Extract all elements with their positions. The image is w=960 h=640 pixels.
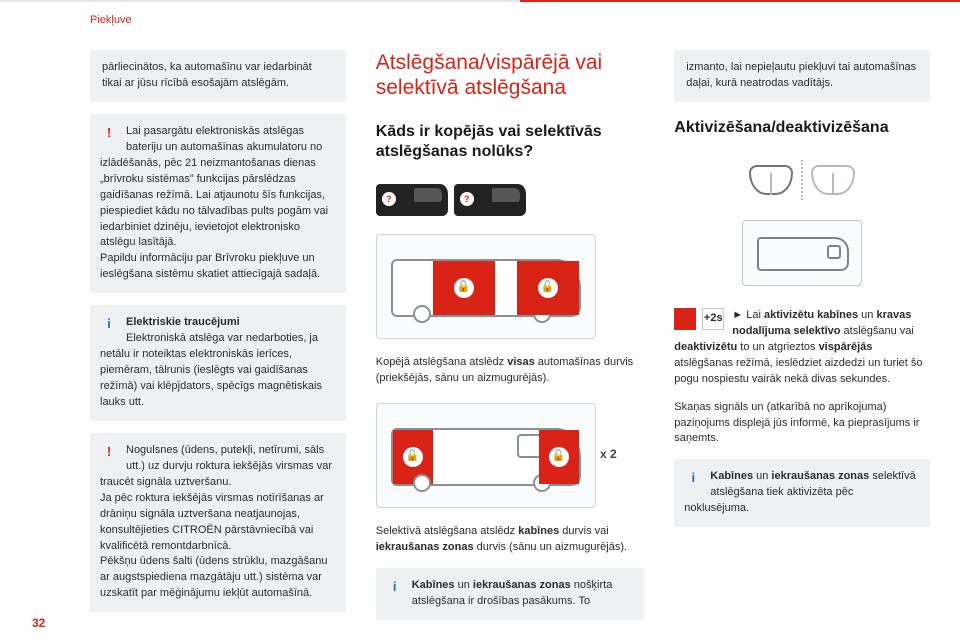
warning-text: Lai pasargātu elektroniskās atslēgas bat… (100, 125, 328, 280)
t: un (753, 470, 771, 482)
t: durvis (sānu un aizmugurējās). (474, 541, 627, 553)
page-number: 32 (32, 616, 45, 630)
t: to un atgrieztos (737, 341, 818, 353)
badge-row: +2s (674, 308, 724, 330)
info-box-default: i Kabīnes un iekraušanas zonas selektīvā… (674, 459, 930, 527)
van-outline: 🔓 🔓 (391, 259, 581, 317)
warning-icon: ! (100, 443, 118, 461)
section-heading: Atslēgšana/vispārējā vai selektīvā atslē… (376, 50, 645, 100)
unlock-icon: 🔓 (549, 447, 569, 467)
van-thumb-1: ? (376, 184, 448, 216)
x2-label: x 2 (600, 446, 617, 463)
t: izmanto, lai nepieļautu piekļuvi tai aut… (686, 61, 916, 89)
breadcrumb: Piekļuve (90, 14, 132, 26)
van-panel-cab: 🔓 (539, 430, 579, 484)
warning-box-deposits: ! Nogulsnes (ūdens, putekļi, netīrumi, s… (90, 433, 346, 612)
van-outline: 🔓 🔓 (391, 428, 581, 486)
info-icon: i (386, 578, 404, 596)
subsection-heading: Kāds ir kopējās vai selektīvās atslēgšan… (376, 122, 645, 162)
column-3: izmanto, lai nepieļautu piekļuvi tai aut… (674, 50, 930, 620)
t: visas (507, 356, 535, 368)
van-panel-rear: 🔓 (393, 430, 433, 484)
t: Kopējā atslēgšana atslēdz (376, 356, 507, 368)
t: iekraušanas zonas (473, 579, 571, 591)
diagram-caption-total: Kopējā atslēgšana atslēdz visas automašī… (376, 355, 645, 387)
column-1: pārliecinātos, ka automašīnu var iedarbi… (90, 50, 346, 620)
info-text: Elektroniskā atslēga var nedarboties, ja… (100, 332, 322, 408)
unlock-icon: 🔓 (538, 278, 558, 298)
van-diagram-selective: x 2 🔓 🔓 (376, 403, 596, 508)
help-dot-icon: ? (460, 192, 474, 206)
diagram-caption-selective: Selektīvā atslēgšana atslēdz kabīnes dur… (376, 524, 645, 556)
info-title: Elektriskie traucējumi (126, 316, 240, 328)
van-thumb-2: ? (454, 184, 526, 216)
note-text: pārliecinātos, ka automašīnu var iedarbi… (102, 61, 312, 89)
t: atslēgšanu vai (840, 325, 913, 337)
help-dot-icon: ? (382, 192, 396, 206)
info-box-separation: i Kabīnes un iekraušanas zonas nošķirta … (376, 568, 645, 620)
steering-wheel-row (674, 160, 930, 200)
subsection-heading: Aktivizēšana/deaktivizēšana (674, 118, 930, 138)
info-box-interference: i Elektriskie traucējumi Elektroniskā at… (90, 305, 346, 421)
van-panel-side: 🔓 (433, 261, 495, 315)
t: aktivizētu kabīnes (764, 309, 858, 321)
t: iekraušanas zonas (376, 541, 474, 553)
steering-wheel-icon (749, 165, 793, 195)
divider-dotted (801, 160, 803, 200)
t: deaktivizētu (674, 341, 737, 353)
t: atslēgšanas režīmā, ieslēdziet aizdedzi … (674, 357, 922, 385)
activation-paragraph: +2s ► Lai aktivizētu kabīnes un kravas n… (674, 308, 930, 388)
t: iekraušanas zonas (771, 470, 869, 482)
timer-badge: +2s (702, 308, 724, 330)
t: kabīnes (518, 525, 559, 537)
van-panel-cab: 🔓 (517, 261, 579, 315)
red-square-icon (674, 308, 696, 330)
warning-box-battery: ! Lai pasargātu elektroniskās atslēgas b… (90, 114, 346, 293)
unlock-icon: 🔓 (454, 278, 474, 298)
info-icon: i (684, 469, 702, 487)
warning-icon: ! (100, 124, 118, 142)
warning-text: Nogulsnes (ūdens, putekļi, netīrumi, sāl… (100, 444, 332, 599)
column-2: Atslēgšana/vispārējā vai selektīvā atslē… (376, 50, 645, 620)
t: vispārējās (819, 341, 873, 353)
van-thumbnails: ? ? (376, 184, 645, 216)
t: un (858, 309, 876, 321)
t: Kabīnes (710, 470, 753, 482)
steering-wheel-icon (811, 165, 855, 195)
note-box-keys: pārliecinātos, ka automašīnu var iedarbi… (90, 50, 346, 102)
dashboard-button-diagram (742, 220, 862, 286)
t: un (455, 579, 473, 591)
van-diagram-total: 🔓 🔓 (376, 234, 596, 339)
info-box-continuation: izmanto, lai nepieļautu piekļuvi tai aut… (674, 50, 930, 102)
unlock-icon: 🔓 (403, 447, 423, 467)
activation-paragraph-2: Skaņas signāls un (atkarībā no aprīkojum… (674, 400, 930, 448)
top-rule-accent (520, 0, 960, 2)
van-icon (757, 237, 849, 271)
page-columns: pārliecinātos, ka automašīnu var iedarbi… (90, 50, 930, 620)
t: ► Lai (732, 309, 764, 321)
t: Selektīvā atslēgšana atslēdz (376, 525, 518, 537)
lock-icon (827, 245, 841, 259)
t: Kabīnes (412, 579, 455, 591)
t: durvis vai (559, 525, 609, 537)
panel-button-wrap (674, 216, 930, 296)
info-icon: i (100, 315, 118, 333)
